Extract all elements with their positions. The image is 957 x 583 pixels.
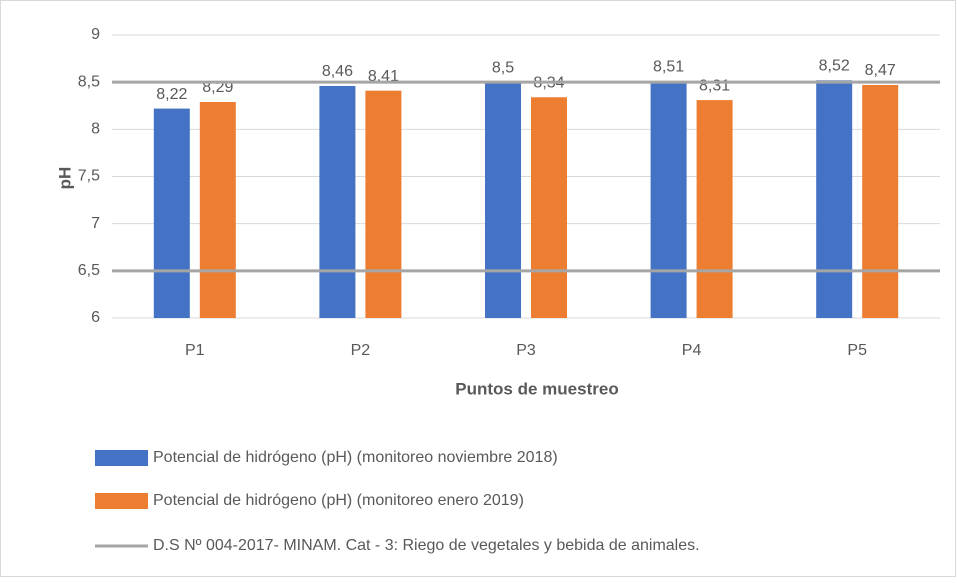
data-label: 8,5: [492, 59, 514, 76]
y-tick-label: 8: [91, 121, 100, 138]
x-axis-label: Puntos de muestreo: [455, 379, 618, 398]
bar: [531, 97, 567, 318]
x-tick-label: P3: [516, 342, 536, 359]
data-label: 8,31: [699, 77, 730, 94]
y-tick-label: 9: [91, 26, 100, 43]
bar: [153, 108, 190, 318]
bar: [319, 85, 356, 318]
y-tick-label: 6: [91, 309, 100, 326]
bar: [696, 100, 733, 318]
bar: [650, 81, 687, 319]
y-tick-label: 7,5: [78, 168, 100, 185]
legend-swatch: [95, 450, 148, 466]
y-axis-label: pH: [55, 167, 74, 190]
bar: [365, 90, 402, 318]
bar: [485, 82, 521, 319]
y-tick-label: 8,5: [78, 73, 100, 90]
data-label: 8,22: [156, 86, 187, 103]
bar: [199, 101, 236, 318]
data-label: 8,41: [368, 68, 399, 85]
x-tick-label: P4: [682, 342, 702, 359]
data-label: 8,47: [865, 62, 896, 79]
legend-label: Potencial de hidrógeno (pH) (monitoreo e…: [153, 492, 524, 509]
data-label: 8,51: [653, 58, 684, 75]
legend-label: D.S Nº 004-2017- MINAM. Cat - 3: Riego d…: [153, 537, 700, 554]
x-tick-label: P2: [351, 342, 371, 359]
bar: [816, 80, 853, 318]
data-label: 8,52: [819, 57, 850, 74]
data-label: 8,46: [322, 63, 353, 80]
y-tick-label: 7: [91, 215, 100, 232]
bar: [862, 84, 899, 318]
x-tick-label: P5: [847, 342, 867, 359]
legend-label: Potencial de hidrógeno (pH) (monitoreo n…: [153, 449, 558, 466]
y-tick-label: 6,5: [78, 262, 100, 279]
legend-swatch: [95, 493, 148, 509]
x-tick-label: P1: [185, 342, 205, 359]
